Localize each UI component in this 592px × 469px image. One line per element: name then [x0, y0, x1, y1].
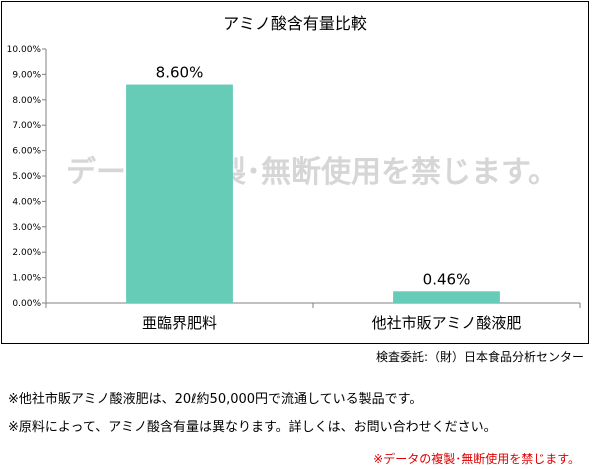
y-tick-label: 0.00% [12, 299, 41, 309]
copyright-notice: ※データの複製･無断使用を禁じます。 [373, 452, 580, 466]
bar-chart: アミノ酸含有量比較データの複製･無断使用を禁じます。0.00%1.00%2.00… [7, 14, 581, 332]
y-tick-label: 1.00% [12, 274, 41, 284]
y-tick-label: 4.00% [12, 197, 41, 207]
bar [393, 291, 500, 303]
y-tick-label: 10.00% [7, 45, 42, 55]
category-label: 他社市販アミノ酸液肥 [372, 314, 522, 332]
source-credit: 検査委託:（財）日本食品分析センター [375, 350, 584, 364]
chart-title: アミノ酸含有量比較 [223, 14, 367, 33]
y-tick-label: 9.00% [12, 70, 41, 80]
data-label: 0.46% [423, 270, 471, 288]
y-tick-label: 6.00% [12, 147, 41, 157]
y-tick-label: 3.00% [12, 223, 41, 233]
y-tick-label: 7.00% [12, 121, 41, 131]
note-ingredients: ※原料によって、アミノ酸含有量は異なります。詳しくは、お問い合わせください。 [8, 420, 497, 435]
y-tick-label: 2.00% [12, 248, 41, 258]
category-label: 亜臨界肥料 [142, 314, 217, 332]
data-label: 8.60% [156, 64, 204, 82]
y-tick-label: 5.00% [12, 172, 41, 182]
bar [126, 84, 233, 303]
chart-frame: アミノ酸含有量比較 データの複製･無断使用を禁じます。 0.00% 1.00% 2.00… [1, 1, 589, 344]
y-tick-label: 8.00% [12, 96, 41, 106]
note-price: ※他社市販アミノ酸液肥は、20ℓ約50,000円で流通している製品です。 [8, 392, 423, 407]
